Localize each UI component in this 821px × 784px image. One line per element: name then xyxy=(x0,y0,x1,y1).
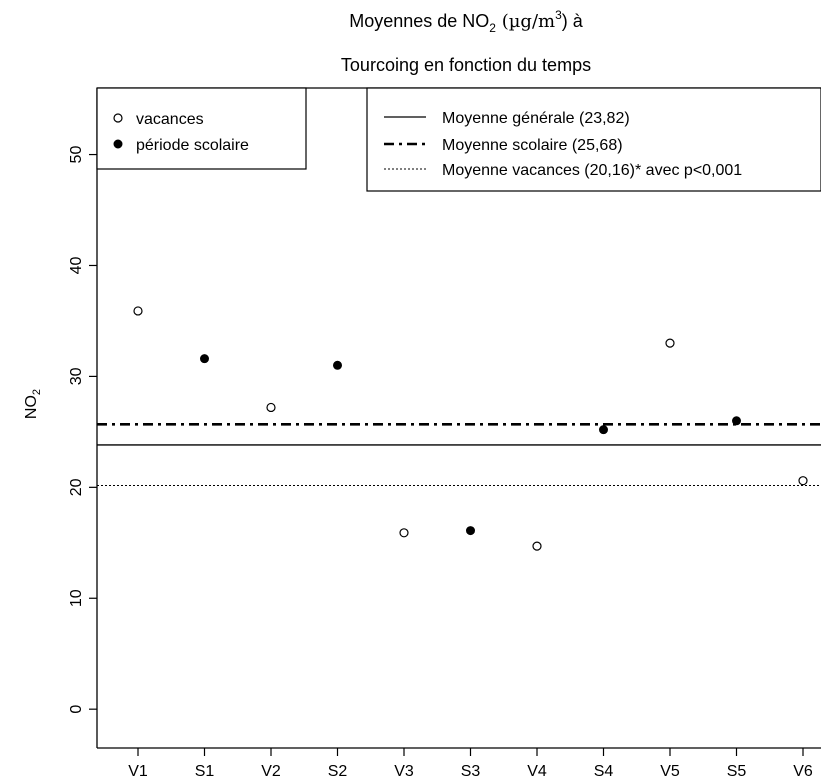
point-V4 xyxy=(532,541,542,551)
point-V5 xyxy=(665,338,675,348)
chart-title-line2: Tourcoing en fonction du temps xyxy=(341,55,591,75)
x-tick-label: S2 xyxy=(328,763,348,780)
point-S2 xyxy=(333,360,342,370)
y-axis-label: NO2 xyxy=(23,389,43,419)
x-tick-label: V1 xyxy=(128,763,148,780)
x-tick-label: V2 xyxy=(261,763,281,780)
point-S1 xyxy=(200,354,209,364)
point-V6 xyxy=(798,476,808,486)
legend-lines-box xyxy=(366,87,821,192)
x-axis: V1 S1 V2 S2 V3 S3 V4 S4 V5 S5 V6 xyxy=(128,748,813,780)
x-tick-label: S5 xyxy=(727,763,747,780)
y-tick-label: 20 xyxy=(68,478,85,496)
point-V3 xyxy=(399,528,409,538)
point-S4 xyxy=(599,425,608,435)
legend-marker-vacances xyxy=(113,113,123,123)
legend-points-box xyxy=(96,87,307,170)
legend-label-moyenne-generale: Moyenne générale (23,82) xyxy=(442,110,630,127)
legend-label-moyenne-scolaire: Moyenne scolaire (25,68) xyxy=(442,137,623,154)
point-V2 xyxy=(266,402,276,413)
y-axis: 0 10 20 30 40 50 xyxy=(68,146,97,714)
y-tick-label: 50 xyxy=(68,146,85,164)
x-tick-label: V6 xyxy=(793,763,813,780)
x-tick-label: V4 xyxy=(527,763,547,780)
y-tick-label: 30 xyxy=(68,367,85,385)
legend-label-vacances: vacances xyxy=(136,111,204,128)
legend-marker-periode-scolaire xyxy=(113,139,123,149)
x-tick-label: S1 xyxy=(195,763,215,780)
point-V1 xyxy=(133,306,143,316)
data-points xyxy=(133,306,808,551)
x-tick-label: V5 xyxy=(660,763,680,780)
point-S5 xyxy=(732,416,741,426)
x-tick-label: V3 xyxy=(394,763,414,780)
legend-lines: Moyenne générale (23,82) Moyenne scolair… xyxy=(366,87,821,192)
point-S3 xyxy=(466,526,475,536)
y-tick-label: 0 xyxy=(68,705,85,714)
chart-title-line1: Moyennes de NO2 (µg/m3) à xyxy=(349,8,584,35)
legend-points: vacances période scolaire xyxy=(96,87,307,170)
reference-lines xyxy=(97,423,821,487)
x-tick-label: S4 xyxy=(594,763,614,780)
y-tick-label: 10 xyxy=(68,589,85,607)
legend-label-periode-scolaire: période scolaire xyxy=(136,137,249,154)
legend-label-moyenne-vacances: Moyenne vacances (20,16)* avec p<0,001 xyxy=(442,162,742,179)
x-tick-label: S3 xyxy=(461,763,481,780)
y-tick-label: 40 xyxy=(68,256,85,274)
